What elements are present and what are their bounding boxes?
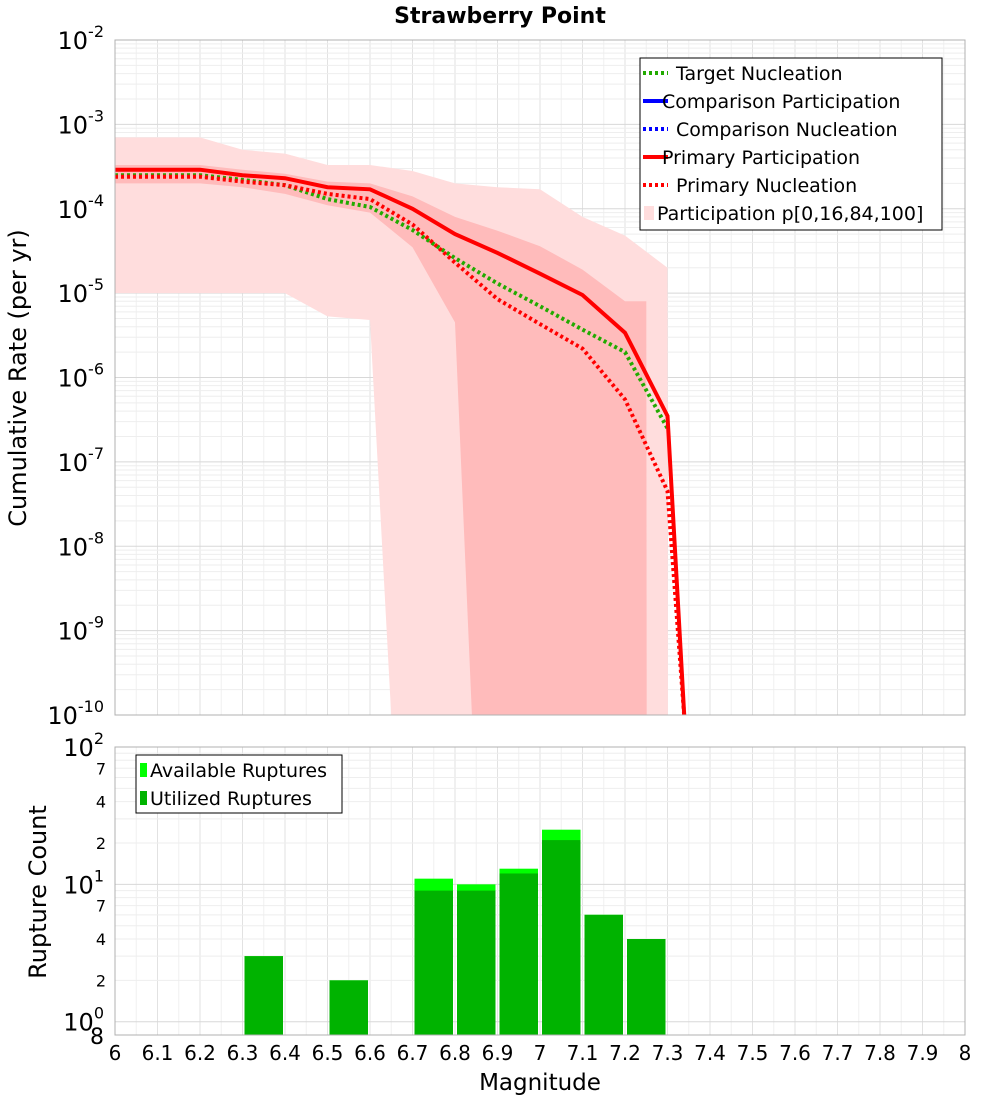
y-tick-exponent: -2: [88, 22, 104, 41]
y-tick-label: 7: [96, 897, 106, 916]
series-line-primary-nucleation: [115, 174, 687, 715]
series-line-primary-participation: [115, 167, 687, 715]
bar-utilized: [457, 890, 496, 1035]
y-tick-base: 10: [58, 365, 89, 393]
legend-label: Primary Nucleation: [676, 175, 857, 197]
legend-label: Target Nucleation: [675, 63, 843, 85]
y-tick-label: 10-2: [58, 22, 105, 55]
x-tick-label: 6.1: [142, 1041, 174, 1065]
y-tick-label: 102: [63, 729, 104, 762]
y-tick-base: 10: [58, 196, 89, 224]
x-axis-label: Magnitude: [479, 1070, 601, 1096]
y-tick-exponent: -5: [88, 275, 104, 294]
plot-top-content: [115, 137, 687, 715]
y-tick-exponent: -7: [88, 444, 104, 463]
x-tick-label: 7: [534, 1041, 547, 1065]
bar-utilized: [627, 939, 666, 1035]
y-tick-label: 8: [90, 1025, 104, 1050]
legend-swatch: [140, 791, 147, 805]
x-tick-label: 7.5: [737, 1041, 769, 1065]
legend-label: Primary Participation: [662, 147, 860, 169]
y-tick-exponent: -3: [88, 106, 104, 125]
y-tick-base: 10: [58, 618, 89, 646]
y-tick-label: 2: [96, 834, 106, 853]
legend-label: Utilized Ruptures: [150, 788, 312, 810]
y-tick-label: 10-9: [58, 613, 105, 646]
x-tick-label: 6.2: [184, 1041, 216, 1065]
legend-swatch: [644, 206, 654, 220]
x-tick-label: 7.9: [907, 1041, 939, 1065]
y-tick-label: 101: [63, 866, 104, 899]
x-tick-label: 8: [959, 1041, 972, 1065]
y-tick-label: 10-3: [58, 106, 105, 139]
x-tick-label: 7.8: [864, 1041, 896, 1065]
bar-utilized: [244, 956, 283, 1035]
legend-label: Comparison Participation: [662, 91, 900, 113]
y-tick-exponent: 0: [94, 1004, 104, 1023]
x-tick-label: 6.5: [312, 1041, 344, 1065]
legend-swatch: [140, 763, 147, 777]
x-tick-label: 7.3: [652, 1041, 684, 1065]
x-tick-label: 6.4: [269, 1041, 301, 1065]
y-tick-label: 7: [96, 759, 106, 778]
x-tick-label: 6.3: [227, 1041, 259, 1065]
y-tick-base: 10: [63, 734, 94, 762]
y-tick-label: 10-6: [58, 360, 105, 393]
y-tick-label: 10-5: [58, 275, 105, 308]
bar-utilized: [414, 890, 453, 1035]
y-axis-label-bottom: Rupture Count: [24, 805, 52, 979]
y-tick-base: 10: [58, 533, 89, 561]
y-tick-exponent: 2: [94, 729, 104, 748]
y-tick-base: 10: [58, 280, 89, 308]
legend-box-bottom: [135, 754, 343, 814]
band-inner: [115, 165, 647, 715]
y-tick-base: 10: [58, 449, 89, 477]
legend-top: Target Nucleation Comparison Participatio…: [639, 57, 943, 231]
y-tick-label: 2: [96, 971, 106, 990]
bar-utilized: [584, 914, 623, 1035]
y-tick-label: 10-4: [58, 191, 105, 224]
legend-box-top: [639, 57, 943, 231]
legend-label: Participation p[0,16,84,100]: [657, 203, 923, 225]
y-tick-exponent: -4: [88, 191, 104, 210]
y-tick-exponent: -10: [78, 697, 104, 716]
x-tick-label: 7.7: [822, 1041, 854, 1065]
bar-utilized: [499, 873, 538, 1035]
x-tick-label: 6.7: [397, 1041, 429, 1065]
x-tick-label: 6.6: [354, 1041, 386, 1065]
y-axis-label-top: Cumulative Rate (per yr): [4, 229, 32, 527]
y-tick-base: 10: [58, 27, 89, 55]
y-tick-label: 100: [63, 1004, 104, 1037]
x-tick-label: 7.6: [779, 1041, 811, 1065]
x-tick-label: 6.8: [439, 1041, 471, 1065]
plot-border-top: [114, 39, 966, 716]
y-tick-exponent: -8: [88, 528, 104, 547]
y-tick-label: 10-10: [47, 697, 104, 730]
x-tick-label: 6.9: [482, 1041, 514, 1065]
chart-title: Strawberry Point: [394, 4, 606, 29]
y-tick-base: 10: [47, 702, 78, 730]
y-tick-label: 10-7: [58, 444, 105, 477]
y-tick-base: 10: [63, 871, 94, 899]
y-tick-exponent: 1: [94, 866, 104, 885]
y-tick-exponent: -6: [88, 360, 104, 379]
plot-border-bottom: [114, 746, 966, 1036]
y-tick-exponent: -9: [88, 613, 104, 632]
bar-utilized: [329, 980, 368, 1035]
x-tick-label: 7.4: [694, 1041, 726, 1065]
y-tick-label: 4: [96, 793, 106, 812]
x-tick-label: 6: [109, 1041, 122, 1065]
legend-bottom: Available Ruptures Utilized Ruptures: [135, 754, 343, 814]
x-tick-label: 7.1: [567, 1041, 599, 1065]
legend-label: Comparison Nucleation: [676, 119, 898, 141]
x-tick-label: 7.2: [609, 1041, 641, 1065]
bar-utilized: [542, 840, 581, 1035]
legend-label: Available Ruptures: [150, 760, 327, 782]
y-tick-base: 10: [58, 111, 89, 139]
y-tick-label: 10-8: [58, 528, 105, 561]
y-tick-label: 4: [96, 930, 106, 949]
y-tick-base: 10: [63, 1009, 94, 1037]
